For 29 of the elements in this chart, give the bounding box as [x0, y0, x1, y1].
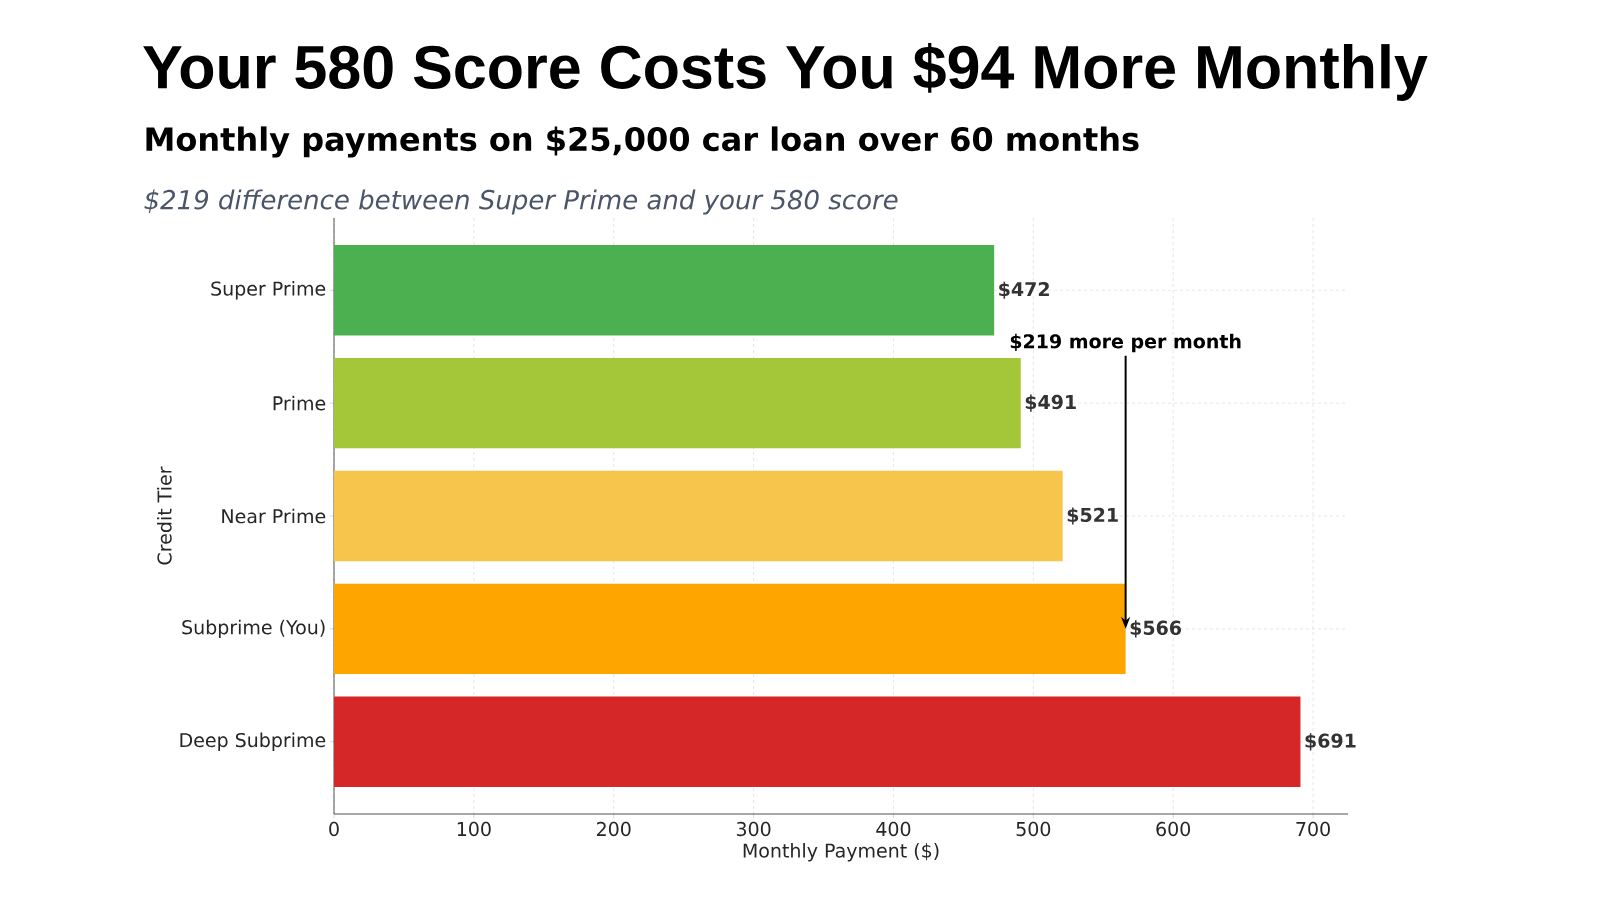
y-tick-label: Prime: [273, 395, 326, 411]
chart-subtitle: Monthly payments on $25,000 car loan over 60 months: [146, 126, 1139, 158]
bar: [334, 470, 1063, 562]
text: $219 difference between Super Prime and your 580 score: [144, 189, 898, 215]
data-label: $491: [1025, 394, 1076, 412]
x-tick-label: 600: [1156, 821, 1191, 837]
x-axis-title: Monthly Payment ($): [743, 843, 939, 862]
data-label: $472: [999, 281, 1049, 299]
annotation: $219 more per month: [1010, 333, 1241, 353]
x-tick-label: 400: [876, 821, 911, 837]
bar: [334, 583, 1126, 675]
y-tick-label: Subprime (You): [182, 619, 325, 639]
x-tick-label: 0: [329, 821, 339, 837]
y-axis-title: Credit Tier: [157, 466, 172, 565]
x-tick-label: 200: [597, 821, 631, 837]
y-tick-label: Deep Subprime: [180, 732, 326, 751]
bar: [334, 696, 1301, 787]
data-label: $566: [1130, 620, 1182, 638]
data-label: $691: [1305, 733, 1356, 751]
x-tick-label: 300: [736, 821, 771, 837]
x-tick-label: 700: [1296, 821, 1330, 837]
y-tick-label: Near Prime: [222, 508, 326, 524]
y-tick-label: Super Prime: [211, 281, 326, 300]
chart-title: Your 580 Score Costs You $94 More Monthly: [143, 43, 1428, 101]
bar: [334, 357, 1021, 449]
bar: [334, 245, 995, 336]
x-tick-label: 100: [457, 821, 491, 837]
data-label: $521: [1067, 507, 1118, 525]
x-tick-label: 500: [1016, 821, 1051, 837]
